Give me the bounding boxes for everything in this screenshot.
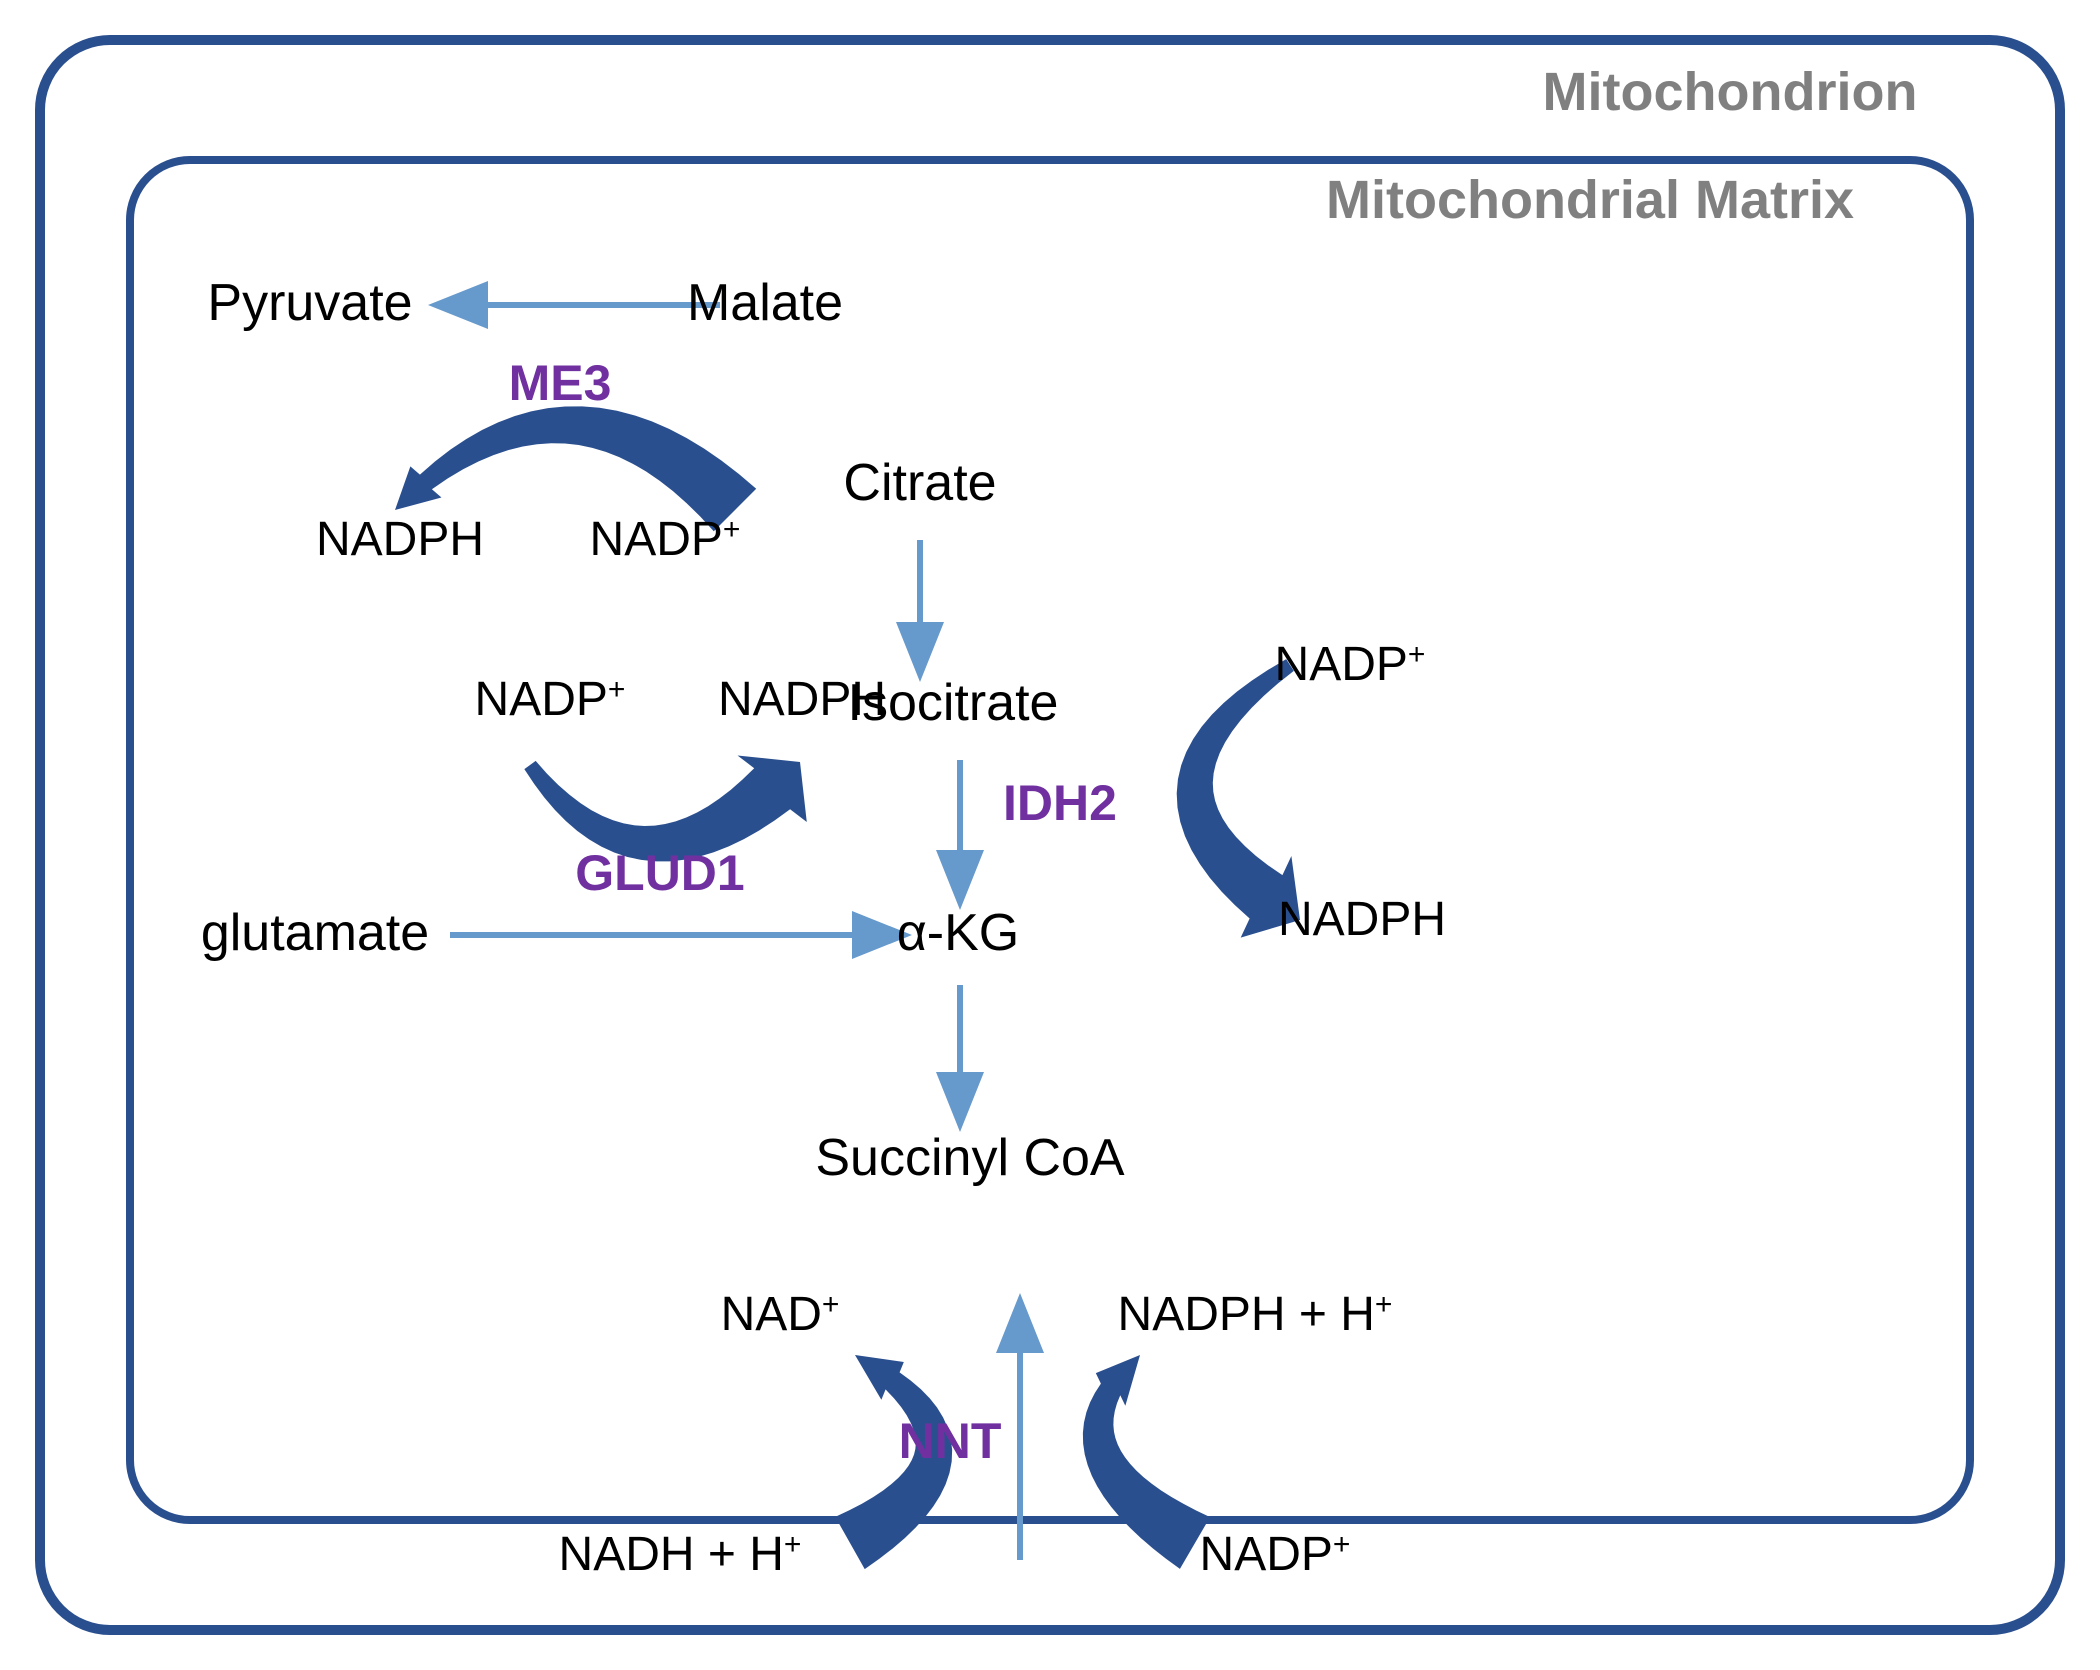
- metabolite-succinyl: Succinyl CoA: [815, 1129, 1125, 1187]
- metabolite-nnt_nad: NAD+: [721, 1288, 840, 1342]
- diagram-canvas: Mitochondrion Mitochondrial Matrix Pyruvat…: [0, 0, 2100, 1670]
- metabolite-nnt_nadh_h: NADH + H+: [559, 1528, 802, 1582]
- enzyme-me3: ME3: [509, 355, 612, 411]
- nnt-arrow-right_up: [1083, 1355, 1210, 1569]
- metabolite-akg: α-KG: [897, 904, 1020, 962]
- metabolite-idh2_nadp: NADP+: [1275, 638, 1426, 692]
- metabolite-citrate: Citrate: [843, 454, 996, 512]
- metabolite-me3_nadp: NADP+: [590, 513, 741, 567]
- metabolite-nnt_nadph_h: NADPH + H+: [1118, 1288, 1393, 1342]
- metabolite-glud1_nadph: NADPH: [718, 673, 886, 726]
- metabolite-pyruvate: Pyruvate: [207, 274, 412, 332]
- outer-compartment-label: Mitochondrion: [1543, 62, 1918, 122]
- metabolite-idh2_nadph: NADPH: [1278, 893, 1446, 946]
- metabolite-me3_nadph: NADPH: [316, 513, 484, 566]
- enzyme-glud1: GLUD1: [575, 845, 744, 901]
- metabolite-nnt_nadp: NADP+: [1200, 1528, 1351, 1582]
- metabolite-glud1_nadp: NADP+: [475, 673, 626, 727]
- metabolite-malate: Malate: [687, 274, 843, 332]
- metabolite-glutamate: glutamate: [201, 904, 429, 962]
- inner-compartment-label: Mitochondrial Matrix: [1326, 170, 1854, 230]
- enzyme-idh2: IDH2: [1003, 775, 1117, 831]
- inner-membrane: [130, 160, 1970, 1520]
- enzyme-nnt: NNT: [899, 1413, 1002, 1469]
